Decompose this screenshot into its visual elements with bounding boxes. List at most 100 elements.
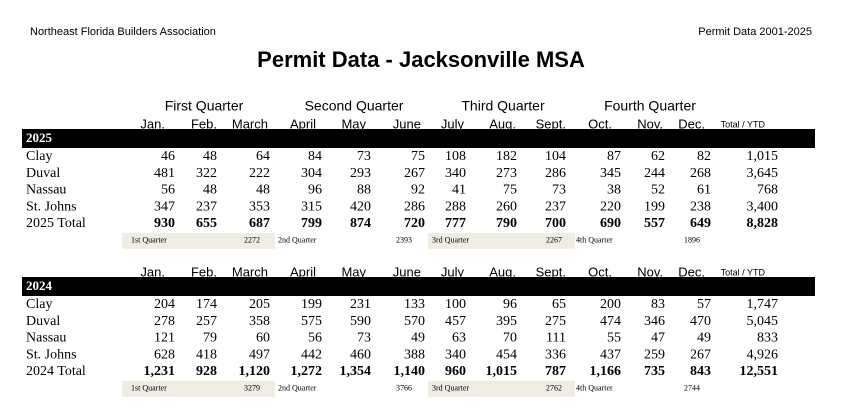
cell-value: 278 bbox=[154, 314, 175, 329]
cell-value: 768 bbox=[757, 183, 778, 198]
month-header: Dec. bbox=[678, 116, 705, 131]
quarter-header: Fourth Quarter bbox=[604, 98, 696, 114]
total-value: 1,272 bbox=[291, 364, 323, 379]
cell-value: 75 bbox=[411, 149, 425, 164]
month-header: Feb. bbox=[191, 264, 217, 279]
cell-value: 259 bbox=[644, 347, 665, 362]
cell-value: 96 bbox=[503, 297, 517, 312]
cell-value: 65 bbox=[552, 297, 566, 312]
quarter-total-value: 3279 bbox=[244, 384, 260, 393]
quarter-total-value: 2272 bbox=[244, 236, 260, 245]
cell-value: 82 bbox=[697, 149, 711, 164]
cell-value: 61 bbox=[697, 183, 711, 198]
cell-value: 628 bbox=[154, 347, 175, 362]
cell-value: 75 bbox=[503, 183, 517, 198]
total-label: 2025 Total bbox=[26, 216, 86, 231]
cell-value: 199 bbox=[644, 199, 665, 214]
month-header: March bbox=[232, 264, 268, 279]
total-value: 12,551 bbox=[740, 364, 779, 379]
cell-value: 55 bbox=[607, 331, 621, 346]
cell-value: 288 bbox=[445, 199, 466, 214]
cell-value: 73 bbox=[552, 183, 566, 198]
cell-value: 48 bbox=[203, 183, 217, 198]
cell-value: 222 bbox=[249, 166, 270, 181]
month-header: Nov. bbox=[637, 116, 663, 131]
cell-value: 4,926 bbox=[747, 347, 779, 362]
cell-value: 79 bbox=[203, 331, 217, 346]
cell-value: 83 bbox=[651, 297, 665, 312]
cell-value: 260 bbox=[496, 199, 517, 214]
cell-value: 84 bbox=[308, 149, 322, 164]
quarter-total-label: 2nd Quarter bbox=[278, 236, 317, 245]
quarter-header: Third Quarter bbox=[461, 98, 545, 114]
row-label: Nassau bbox=[26, 331, 66, 346]
cell-value: 454 bbox=[496, 347, 517, 362]
cell-value: 60 bbox=[256, 331, 270, 346]
cell-value: 346 bbox=[644, 314, 665, 329]
cell-value: 353 bbox=[249, 199, 270, 214]
org-name: Northeast Florida Builders Association bbox=[30, 26, 216, 38]
month-header: Jan. bbox=[140, 264, 165, 279]
month-header: Oct. bbox=[588, 264, 612, 279]
total-value: 777 bbox=[445, 216, 466, 231]
cell-value: 457 bbox=[445, 314, 466, 329]
total-value: 1,166 bbox=[590, 364, 622, 379]
cell-value: 304 bbox=[301, 166, 322, 181]
total-value: 1,140 bbox=[394, 364, 426, 379]
row-label: St. Johns bbox=[26, 347, 77, 362]
cell-value: 108 bbox=[445, 149, 466, 164]
cell-value: 62 bbox=[651, 149, 665, 164]
cell-value: 590 bbox=[350, 314, 371, 329]
cell-value: 268 bbox=[690, 166, 711, 181]
cell-value: 267 bbox=[690, 347, 711, 362]
month-header: June bbox=[393, 116, 421, 131]
year-label: 2025 bbox=[26, 130, 53, 145]
total-value: 787 bbox=[545, 364, 566, 379]
month-header: April bbox=[290, 264, 316, 279]
month-header: Aug. bbox=[489, 264, 516, 279]
month-header: July bbox=[441, 264, 465, 279]
cell-value: 237 bbox=[545, 199, 566, 214]
quarter-header: First Quarter bbox=[165, 98, 244, 114]
cell-value: 340 bbox=[445, 166, 466, 181]
total-value: 930 bbox=[154, 216, 175, 231]
month-header: May bbox=[341, 116, 366, 131]
cell-value: 46 bbox=[161, 149, 175, 164]
quarter-total-value: 2267 bbox=[546, 236, 562, 245]
row-label: Nassau bbox=[26, 183, 66, 198]
cell-value: 231 bbox=[350, 297, 371, 312]
cell-value: 395 bbox=[496, 314, 517, 329]
cell-value: 315 bbox=[301, 199, 322, 214]
cell-value: 47 bbox=[651, 331, 665, 346]
cell-value: 3,400 bbox=[747, 199, 779, 214]
quarter-total-label: 3rd Quarter bbox=[432, 236, 469, 245]
row-label: Duval bbox=[26, 314, 60, 329]
quarter-total-label: 2nd Quarter bbox=[278, 384, 317, 393]
quarter-total-label: 3rd Quarter bbox=[432, 384, 469, 393]
cell-value: 182 bbox=[496, 149, 517, 164]
total-value: 687 bbox=[249, 216, 270, 231]
total-value: 557 bbox=[644, 216, 665, 231]
cell-value: 92 bbox=[411, 183, 425, 198]
month-header: May bbox=[341, 264, 366, 279]
cell-value: 48 bbox=[203, 149, 217, 164]
cell-value: 238 bbox=[690, 199, 711, 214]
total-value: 1,231 bbox=[144, 364, 176, 379]
total-value: 799 bbox=[301, 216, 322, 231]
row-label: Clay bbox=[26, 149, 52, 164]
cell-value: 273 bbox=[496, 166, 517, 181]
cell-value: 322 bbox=[196, 166, 217, 181]
cell-value: 111 bbox=[546, 331, 566, 346]
month-header: July bbox=[441, 116, 465, 131]
cell-value: 57 bbox=[697, 297, 711, 312]
quarter-total-label: 4th Quarter bbox=[576, 384, 613, 393]
cell-value: 49 bbox=[411, 331, 425, 346]
cell-value: 5,045 bbox=[747, 314, 779, 329]
cell-value: 52 bbox=[651, 183, 665, 198]
cell-value: 200 bbox=[600, 297, 621, 312]
cell-value: 104 bbox=[545, 149, 566, 164]
cell-value: 388 bbox=[404, 347, 425, 362]
doc-range: Permit Data 2001-2025 bbox=[698, 26, 812, 38]
cell-value: 56 bbox=[161, 183, 175, 198]
